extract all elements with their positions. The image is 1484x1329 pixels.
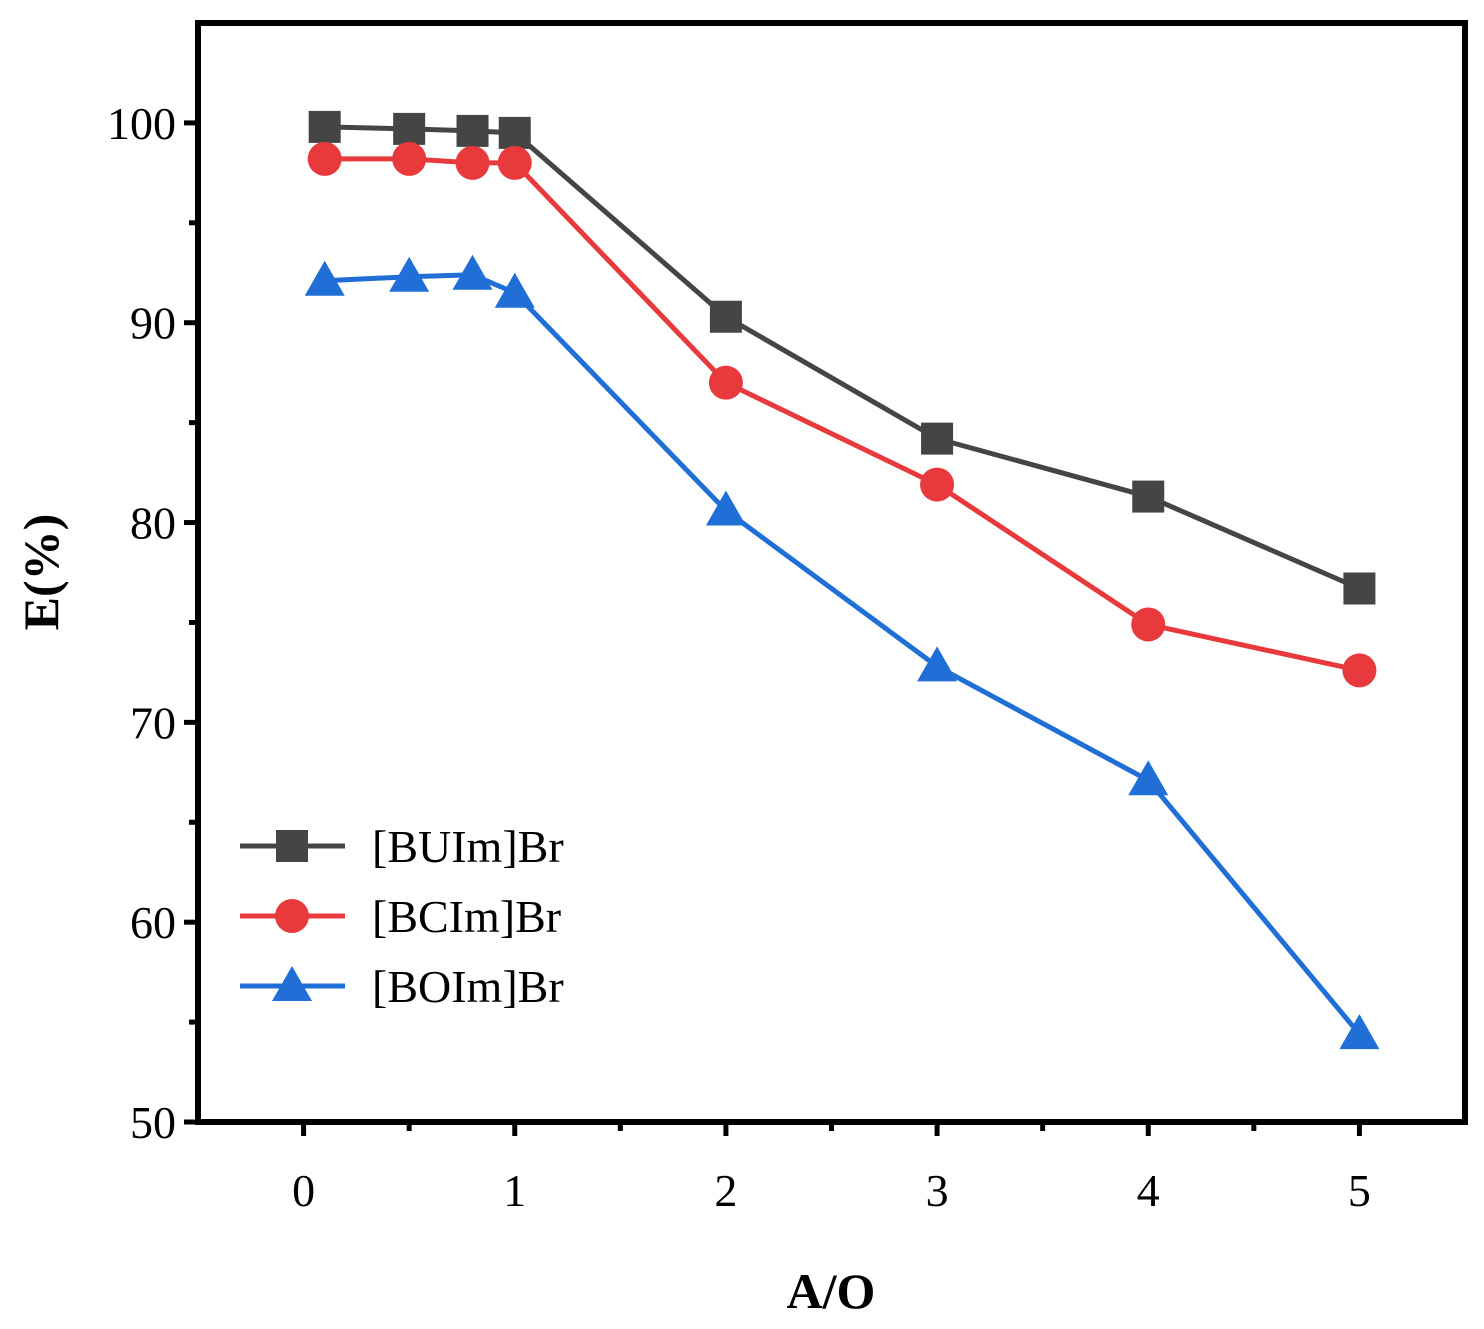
data-point [1342,653,1377,688]
x-tick-label: 1 [503,1165,526,1216]
data-point [1128,760,1169,796]
data-point [705,490,746,526]
data-point [498,116,531,149]
data-point [389,256,430,292]
y-tick-label: 60 [130,897,176,948]
plot-frame [195,20,1468,1125]
y-axis-title: E(%) [13,514,69,631]
data-point [393,112,426,145]
y-tick-label: 100 [107,98,176,149]
data-point [452,254,493,290]
series-layer [304,110,1380,1050]
legend-marker [276,830,308,862]
x-tick-label: 2 [714,1165,737,1216]
legend-label: [BCIm]Br [372,891,561,942]
legend-marker [272,966,312,1001]
data-point [494,272,535,308]
data-point [308,110,341,143]
data-point [1132,480,1165,513]
data-point [708,365,743,400]
x-tick-label: 3 [926,1165,949,1216]
legend-marker [275,899,309,933]
x-tick-label: 0 [292,1165,315,1216]
data-point [921,422,954,455]
y-tick-label: 70 [130,697,176,748]
data-point [456,114,489,147]
y-tick-label: 90 [130,298,176,349]
data-point [304,260,345,296]
data-point [455,145,490,180]
data-point [917,646,958,682]
data-point [1343,572,1376,605]
legend-item: [BCIm]Br [240,891,561,942]
y-tick-label: 50 [130,1097,176,1148]
x-axis-title: A/O [787,1263,876,1319]
series-1 [307,141,1377,688]
data-point [709,300,742,333]
data-point [1131,607,1166,642]
data-point [307,141,342,176]
data-point [497,145,532,180]
axis-layer: 0 1 2 3 4 5 50 60 70 80 90 100 [107,98,1371,1216]
legend: [BUIm]Br [BCIm]Br [BOIm]Br [240,821,564,1012]
x-tick-label: 4 [1137,1165,1160,1216]
data-point [392,141,427,176]
legend-label: [BUIm]Br [372,821,564,872]
series-0 [308,110,1376,605]
data-point [920,467,955,502]
legend-item: [BUIm]Br [240,821,564,872]
series-2 [304,254,1380,1050]
legend-item: [BOIm]Br [240,961,564,1012]
legend-label: [BOIm]Br [372,961,564,1012]
series-line [324,124,1361,591]
data-point [1339,1014,1380,1050]
y-tick-label: 80 [130,498,176,549]
x-tick-label: 5 [1348,1165,1371,1216]
